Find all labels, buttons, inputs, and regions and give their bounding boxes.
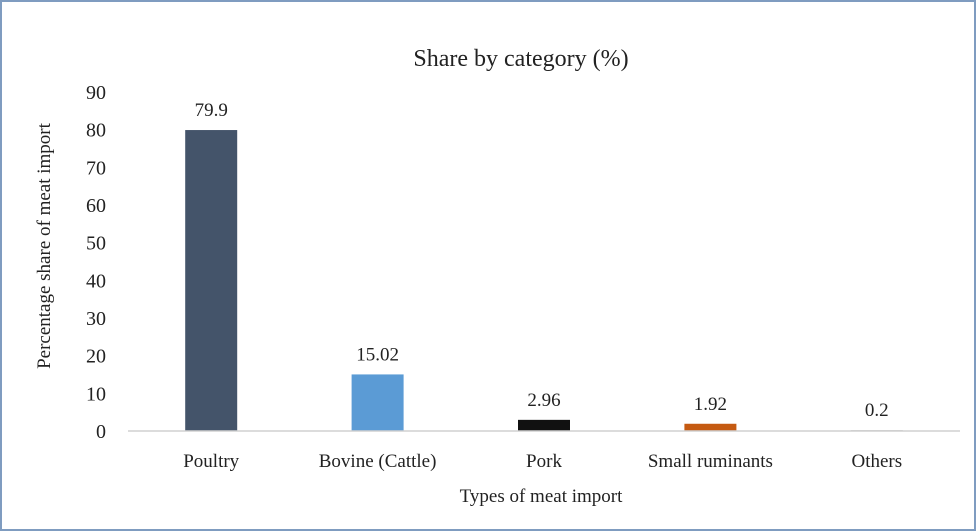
- bar: [351, 374, 404, 431]
- data-label: 2.96: [527, 390, 560, 411]
- data-labels: 79.9 15.02 2.96 1.92 0.2: [195, 100, 889, 421]
- bar: [185, 130, 238, 431]
- x-category-label: Poultry: [183, 451, 239, 472]
- y-tick-label: 40: [86, 270, 106, 292]
- bar: [684, 423, 737, 431]
- data-label: 1.92: [694, 394, 727, 415]
- bars: [185, 130, 903, 432]
- y-tick-label: 20: [86, 346, 106, 368]
- y-tick-label: 90: [86, 82, 106, 104]
- y-tick-label: 10: [86, 383, 106, 405]
- x-category-label: Pork: [526, 451, 562, 472]
- y-tick-label: 30: [86, 308, 106, 330]
- data-label: 15.02: [356, 344, 399, 365]
- y-axis-ticks: 0 10 20 30 40 50 60 70 80 90: [86, 82, 106, 443]
- y-axis-title: Percentage share of meat import: [34, 122, 55, 369]
- x-axis-categories: Poultry Bovine (Cattle) Pork Small ruminant…: [183, 451, 902, 472]
- y-tick-label: 50: [86, 233, 106, 255]
- x-category-label: Small ruminants: [648, 451, 773, 472]
- y-tick-label: 80: [86, 120, 106, 142]
- data-label: 79.9: [195, 100, 228, 121]
- y-tick-label: 60: [86, 195, 106, 217]
- bar: [518, 419, 570, 431]
- y-tick-label: 70: [86, 157, 106, 179]
- y-tick-label: 0: [96, 421, 106, 443]
- x-category-label: Others: [851, 451, 902, 472]
- chart-title: Share by category (%): [413, 46, 628, 72]
- data-label: 0.2: [865, 400, 889, 421]
- x-category-label: Bovine (Cattle): [319, 451, 437, 472]
- x-axis-title: Types of meat import: [460, 486, 623, 507]
